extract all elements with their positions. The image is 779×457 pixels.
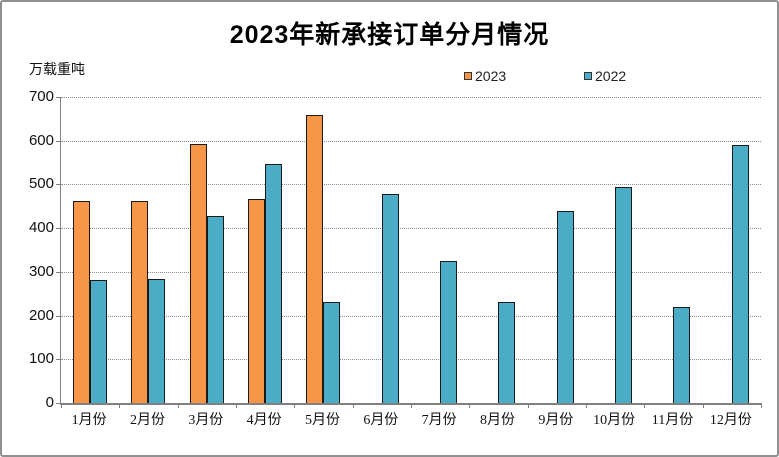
legend-item-2023: 2023 — [464, 68, 506, 84]
category-group-3月份 — [178, 97, 236, 403]
x-tick-mark-12 — [761, 403, 762, 408]
y-tick-mark-100 — [56, 359, 61, 361]
gridline-200 — [61, 315, 761, 317]
bar-2022-10月份 — [615, 186, 633, 403]
legend-label-2023: 2023 — [475, 68, 507, 84]
x-tick-mark-2 — [177, 403, 179, 408]
x-tick-mark-4 — [294, 403, 296, 408]
category-group-7月份 — [411, 97, 469, 403]
bar-2022-4月份 — [265, 164, 283, 403]
x-axis-label-12月份: 12月份 — [709, 413, 752, 428]
x-tick-mark-7 — [469, 403, 471, 408]
x-tick-mark-5 — [352, 403, 354, 408]
category-group-4月份 — [236, 97, 294, 403]
y-tick-mark-300 — [56, 271, 61, 273]
y-axis-label-100: 100 — [28, 350, 54, 368]
gridline-600 — [61, 140, 761, 142]
bar-2023-3月份 — [189, 143, 207, 403]
y-axis-label-500: 500 — [28, 175, 54, 193]
x-axis-label-10月份: 10月份 — [593, 413, 636, 428]
bar-2023-2月份 — [131, 200, 149, 403]
category-group-12月份 — [703, 97, 761, 403]
gridline-300 — [61, 271, 761, 273]
x-tick-mark-10 — [644, 403, 646, 408]
x-tick-mark-8 — [527, 403, 529, 408]
y-tick-mark-600 — [56, 140, 61, 142]
legend-swatch-2023 — [464, 72, 472, 80]
bar-2022-12月份 — [731, 144, 749, 403]
bar-2023-5月份 — [306, 114, 324, 403]
x-tick-mark-0 — [61, 403, 62, 408]
gridline-100 — [61, 359, 761, 361]
category-group-8月份 — [469, 97, 527, 403]
x-axis-label-11月份: 11月份 — [651, 413, 694, 428]
category-group-10月份 — [586, 97, 644, 403]
y-axis-label-0: 0 — [45, 394, 54, 411]
gridline-700 — [61, 97, 761, 98]
y-axis-label-400: 400 — [28, 219, 54, 237]
x-axis-label-2月份: 2月份 — [129, 413, 165, 428]
y-tick-mark-400 — [56, 228, 61, 230]
category-group-6月份 — [353, 97, 411, 403]
bar-2022-3月份 — [206, 215, 224, 403]
bar-2022-5月份 — [323, 302, 341, 403]
x-axis-label-4月份: 4月份 — [246, 413, 282, 428]
y-tick-mark-700 — [56, 97, 61, 98]
bar-2023-4月份 — [248, 198, 266, 403]
bar-2022-6月份 — [381, 194, 399, 403]
bar-2022-2月份 — [148, 279, 166, 403]
x-axis-label-6月份: 6月份 — [363, 413, 399, 428]
x-tick-mark-9 — [586, 403, 587, 408]
chart-title: 2023年新承接订单分月情况 — [229, 21, 550, 49]
legend-label-2022: 2022 — [595, 68, 627, 84]
y-axis-label-700: 700 — [28, 88, 54, 105]
category-group-9月份 — [528, 97, 586, 403]
x-axis-label-1月份: 1月份 — [71, 413, 107, 428]
category-group-2月份 — [119, 97, 177, 403]
x-tick-mark-1 — [119, 403, 121, 408]
y-axis-label-600: 600 — [28, 131, 54, 149]
y-axis-label-200: 200 — [28, 306, 54, 324]
bar-2023-1月份 — [73, 201, 91, 403]
bar-2022-11月份 — [673, 306, 691, 403]
y-tick-mark-200 — [56, 315, 61, 317]
category-group-5月份 — [294, 97, 352, 403]
x-tick-mark-3 — [236, 403, 237, 408]
x-axis-label-3月份: 3月份 — [188, 413, 224, 428]
x-axis-label-8月份: 8月份 — [479, 413, 515, 428]
bar-2022-1月份 — [90, 279, 108, 403]
x-axis-label-5月份: 5月份 — [304, 413, 340, 428]
y-axis-label-300: 300 — [28, 262, 54, 280]
y-tick-mark-0 — [56, 403, 61, 404]
x-tick-mark-6 — [411, 403, 412, 408]
y-axis-unit-label: 万载重吨 — [29, 63, 85, 78]
y-tick-mark-500 — [56, 184, 61, 186]
gridline-400 — [61, 228, 761, 230]
category-group-11月份 — [644, 97, 702, 403]
gridline-500 — [61, 184, 761, 186]
plot-area — [56, 97, 762, 408]
x-tick-mark-11 — [702, 403, 704, 408]
legend-swatch-2022 — [584, 72, 592, 80]
x-axis-label-7月份: 7月份 — [421, 413, 457, 428]
category-group-1月份 — [61, 97, 119, 403]
bar-2022-8月份 — [498, 301, 516, 403]
bar-2022-9月份 — [556, 210, 574, 403]
x-axis-label-9月份: 9月份 — [538, 413, 574, 428]
bar-2022-7月份 — [440, 260, 458, 403]
legend-item-2022: 2022 — [584, 68, 626, 84]
